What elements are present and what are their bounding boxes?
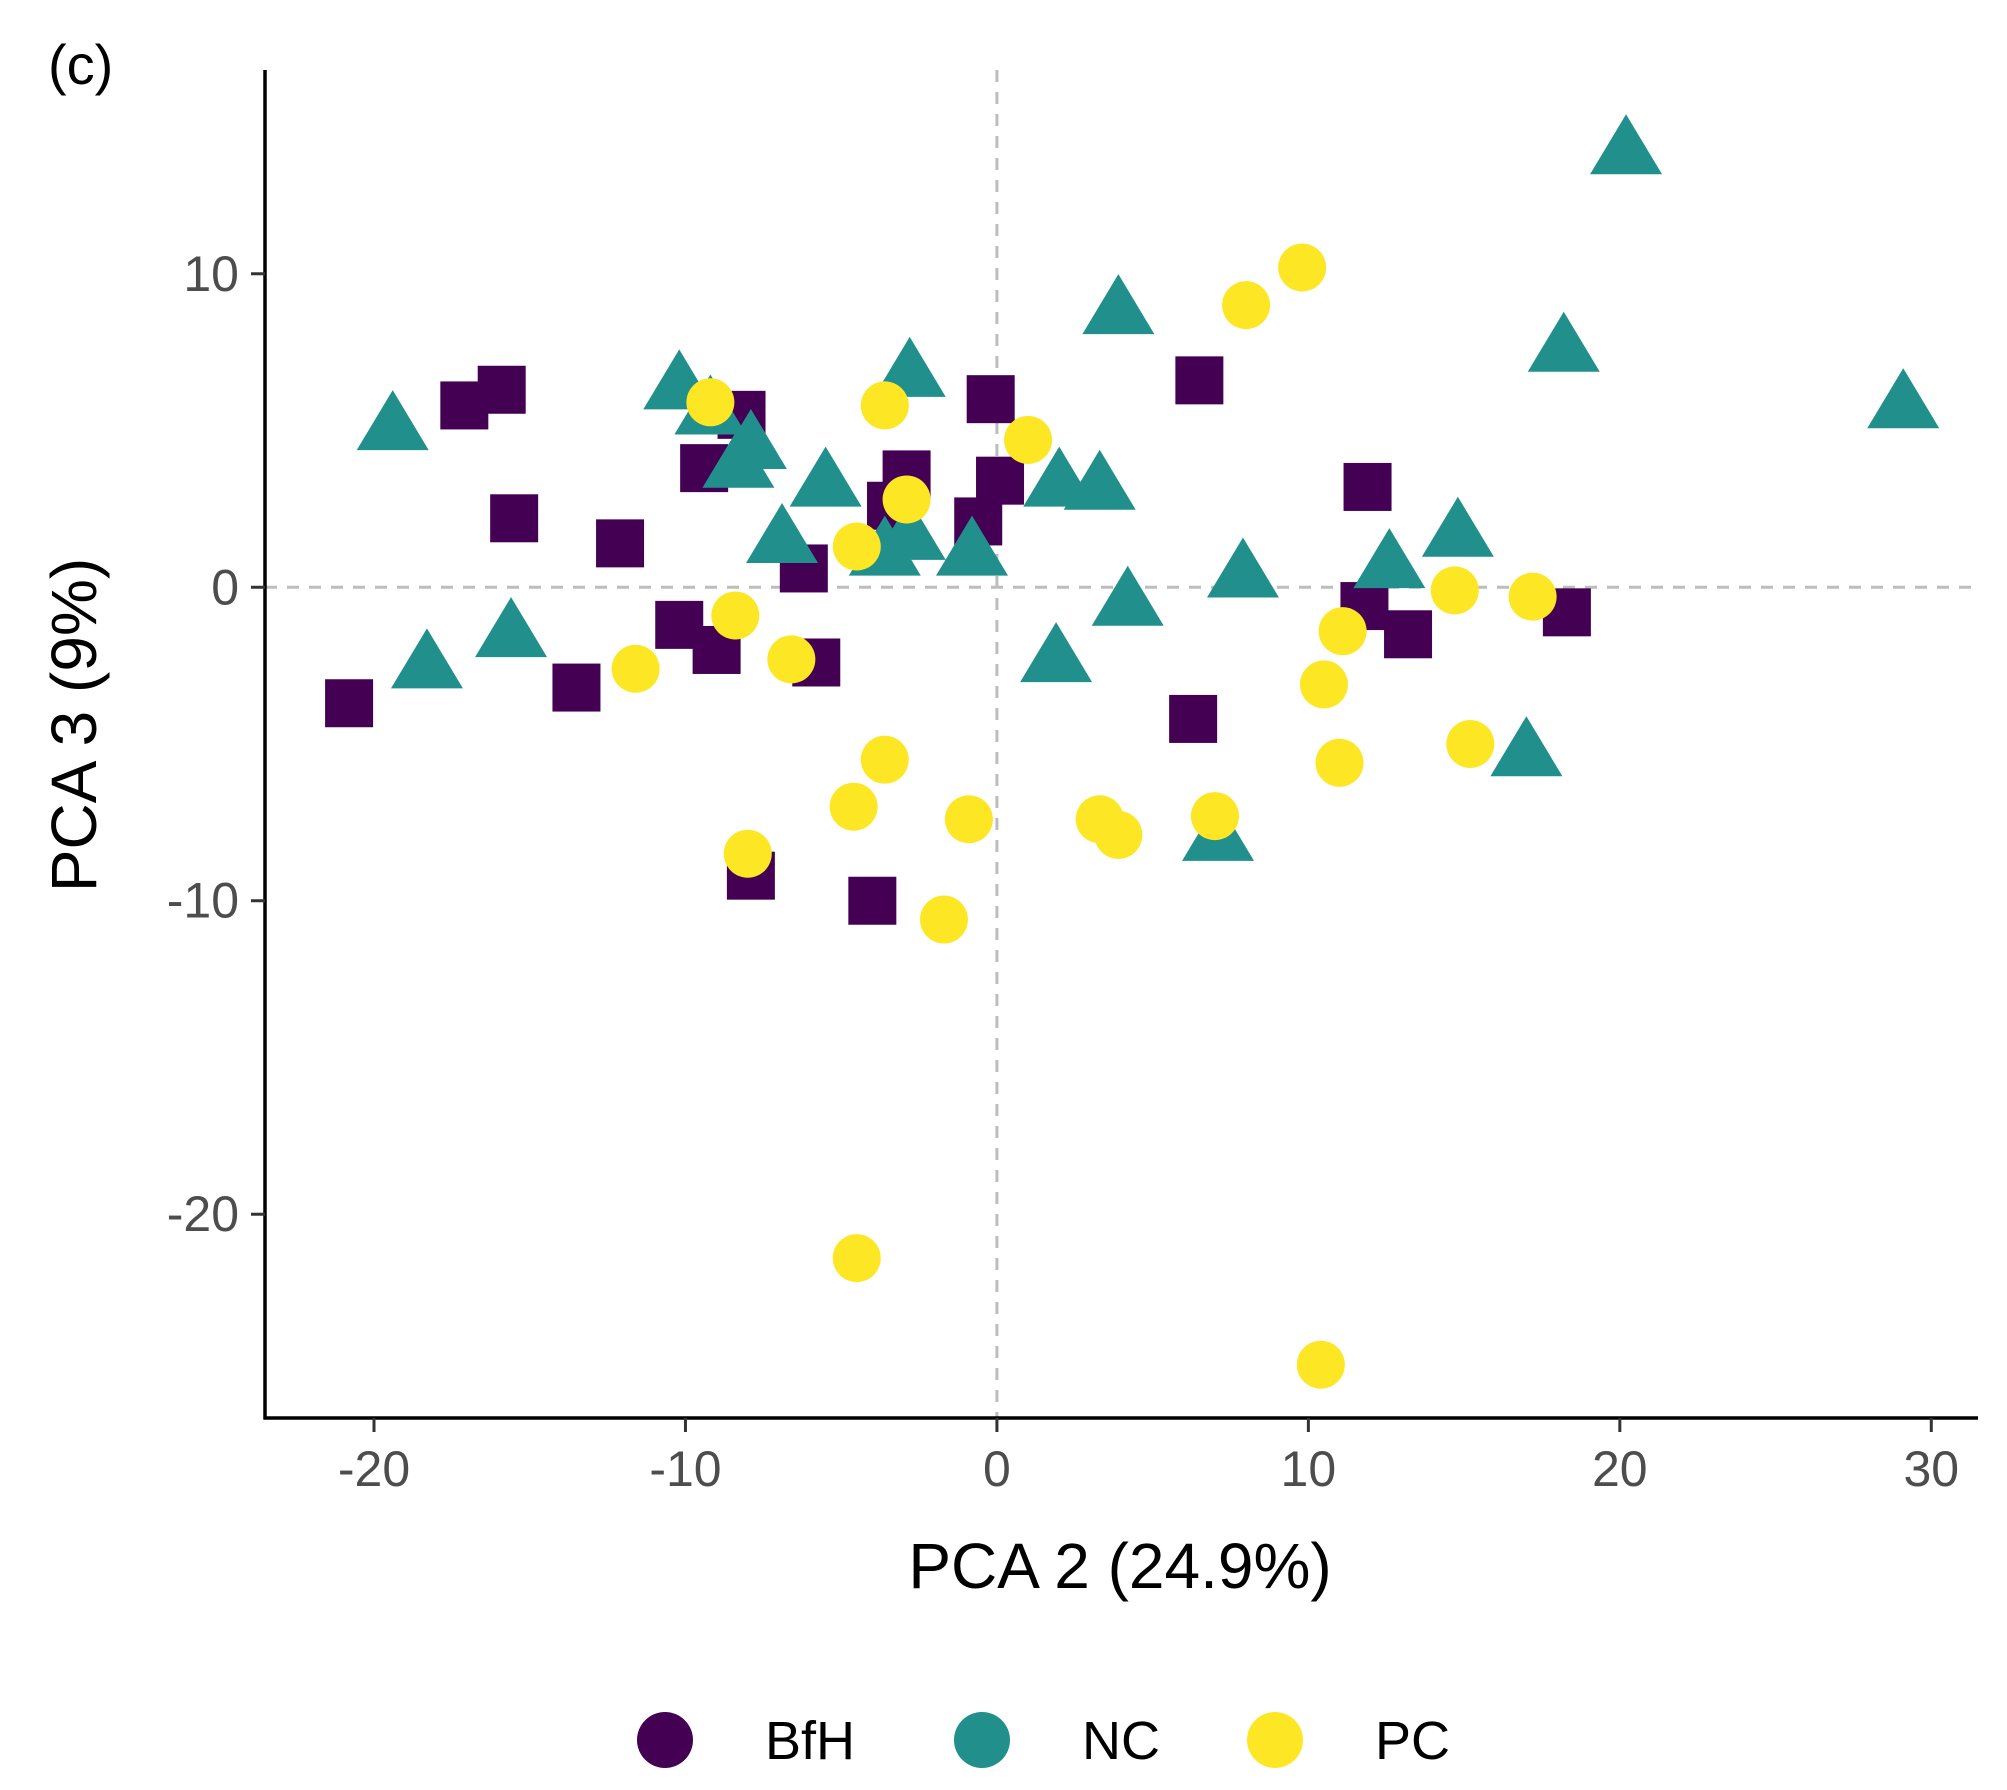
bfh-point: [1169, 694, 1218, 743]
bfh-point: [596, 519, 645, 568]
nc-point: [1353, 528, 1426, 589]
legend-key-nc: [954, 1712, 1010, 1768]
pc-point: [1446, 720, 1495, 768]
pc-point: [1296, 1340, 1345, 1389]
legend-label-pc: PC: [1375, 1711, 1450, 1771]
bfh-point: [1175, 356, 1224, 405]
y-tick-label: 10: [183, 246, 239, 302]
nc-point: [1527, 311, 1600, 372]
nc-point: [1867, 368, 1940, 429]
pc-point: [611, 644, 660, 693]
pc-point: [860, 381, 909, 430]
bfh-point: [1343, 462, 1392, 511]
x-axis-title: PCA 2 (24.9%): [908, 1530, 1331, 1602]
pc-point: [767, 635, 816, 684]
nc-point: [1091, 565, 1164, 626]
x-tick-label: 0: [983, 1441, 1011, 1497]
pc-point: [723, 829, 772, 878]
nc-point: [714, 408, 787, 469]
data-points: [325, 114, 1940, 1389]
bfh-point: [325, 679, 374, 728]
pc-point: [1222, 281, 1271, 330]
pc-point: [1299, 660, 1348, 709]
pc-point: [829, 782, 878, 831]
bfh-point: [976, 456, 1025, 505]
pc-point: [1508, 572, 1557, 621]
legend-key-bfh: [637, 1712, 693, 1768]
x-tick-label: 10: [1281, 1441, 1337, 1497]
nc-point: [1020, 622, 1093, 683]
legend-key-pc: [1247, 1712, 1303, 1768]
nc-point: [1590, 114, 1663, 175]
pc-point: [944, 795, 993, 844]
nc-point: [475, 597, 548, 658]
nc-point: [746, 503, 819, 564]
nc-point: [1206, 537, 1279, 598]
legend: BfH NC PC: [637, 1711, 1450, 1771]
pc-point: [1004, 415, 1053, 464]
pc-point: [1318, 607, 1367, 656]
x-tick-label: 20: [1592, 1441, 1648, 1497]
legend-label-bfh: BfH: [765, 1711, 855, 1771]
y-tick-label: -10: [167, 873, 239, 929]
bfh-point: [966, 375, 1015, 424]
nc-point: [873, 336, 946, 397]
pc-point: [1430, 566, 1479, 615]
pc-point: [686, 378, 735, 427]
nc-point: [936, 515, 1009, 576]
nc-point: [1421, 496, 1494, 557]
panel-label: (c): [48, 33, 113, 96]
x-tick-label: -20: [338, 1441, 410, 1497]
y-tick-label: -20: [167, 1186, 239, 1242]
pc-point: [1278, 243, 1327, 292]
pc-point: [1315, 738, 1364, 787]
nc-point: [1082, 274, 1155, 335]
bfh-point: [848, 876, 897, 925]
nc-point: [390, 628, 463, 689]
pc-point: [1190, 792, 1239, 841]
x-tick-label: -10: [649, 1441, 721, 1497]
bfh-point: [1384, 610, 1433, 659]
pc-point: [882, 475, 931, 524]
y-axis-title: PCA 3 (9%): [38, 558, 110, 892]
axes: -20 -10 0 10 20 30 -20 -10 0 10: [167, 70, 1978, 1497]
nc-point: [873, 499, 946, 560]
y-tick-label: 0: [211, 559, 239, 615]
nc-point: [789, 446, 862, 507]
legend-label-nc: NC: [1082, 1711, 1160, 1771]
pc-point: [1094, 810, 1143, 859]
nc-point: [356, 390, 429, 451]
pc-point: [711, 591, 760, 640]
x-tick-label: 30: [1903, 1441, 1959, 1497]
bfh-point: [552, 663, 601, 712]
nc-point: [1063, 449, 1136, 510]
pc-point: [860, 735, 909, 784]
bfh-point: [490, 494, 539, 543]
nc-point: [1490, 716, 1563, 777]
series-pc: [611, 243, 1557, 1389]
pc-point: [832, 1234, 881, 1283]
bfh-point: [477, 365, 526, 414]
pc-point: [832, 522, 881, 571]
pc-point: [919, 895, 968, 944]
reference-lines: [265, 70, 1978, 1418]
series-nc: [356, 114, 1940, 861]
